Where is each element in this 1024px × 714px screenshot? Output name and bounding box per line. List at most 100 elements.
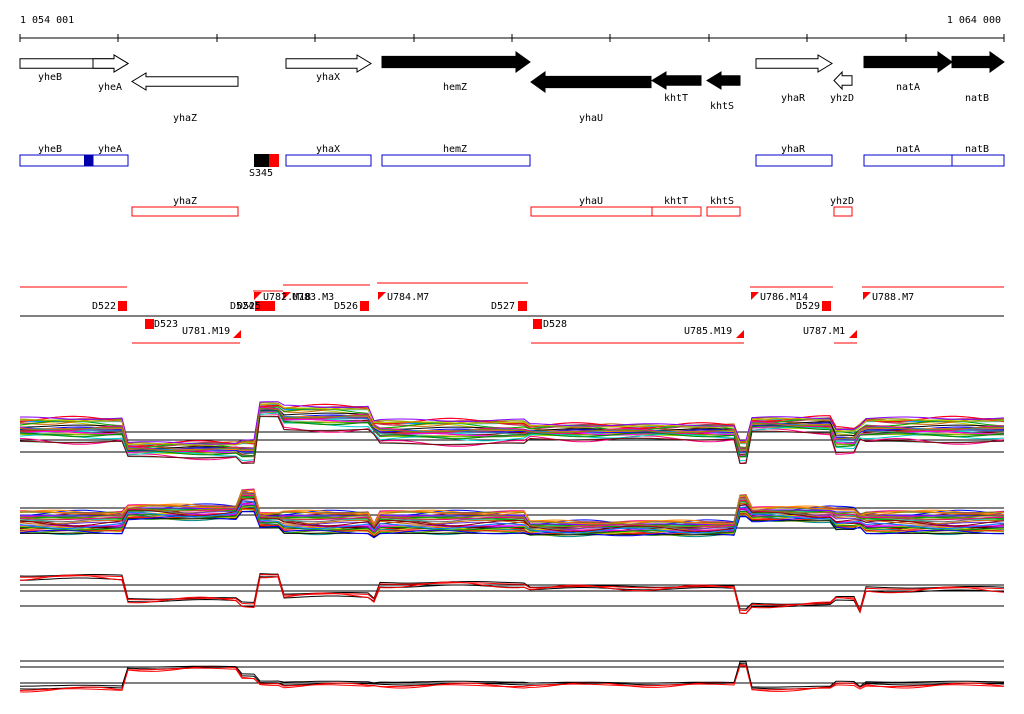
gene-label: yheA <box>98 82 122 93</box>
expression-trace <box>19 407 1005 451</box>
segment-label: D523 <box>154 319 178 330</box>
gene-label: khtT <box>664 93 688 104</box>
expression-trace <box>19 403 1005 447</box>
segment-label: U787.M1 <box>803 326 845 337</box>
expression-trace <box>19 412 1005 462</box>
segment-flag <box>863 292 871 300</box>
feature-box <box>833 206 853 217</box>
expression-trace <box>19 661 1005 688</box>
gene-label: yhzD <box>830 93 854 104</box>
segment-label: U785.M19 <box>684 326 732 337</box>
marker-label: S345 <box>249 168 273 179</box>
gene-arrow <box>863 51 953 73</box>
blue-feature-track: yheB yheA yhaX hemZ yhaR natA natB S345 <box>19 144 1005 179</box>
marker-block <box>269 154 279 167</box>
feature-box <box>381 154 531 167</box>
segment-flag <box>751 292 759 300</box>
expression-panel-summary-a <box>19 573 1005 615</box>
expression-panel-all-conditions-b <box>19 488 1005 539</box>
gene-label: hemZ <box>443 82 467 93</box>
gene-arrow <box>833 70 853 91</box>
expression-panel-summary-b <box>19 660 1005 693</box>
gene-arrow <box>951 51 1005 73</box>
marker-block <box>254 154 269 167</box>
feature-box <box>755 154 833 167</box>
feature-box <box>530 206 702 217</box>
gene-arrow <box>92 54 129 73</box>
gene-label: yhaX <box>316 72 340 83</box>
expression-trace <box>19 665 1005 691</box>
segment-label: D526 <box>334 301 358 312</box>
feature-label: yheB <box>38 144 62 155</box>
segment-label: U786.M14 <box>760 292 808 303</box>
segment-flag <box>736 330 744 338</box>
segment-label: U784.M7 <box>387 292 429 303</box>
end-coordinate: 1 064 000 <box>947 15 1001 26</box>
gene-arrow <box>706 71 741 90</box>
segment-track: D522 D523 U781.M19 D524 D525 U782.M18 U7… <box>20 282 1004 344</box>
feature-box <box>19 154 129 167</box>
feature-box <box>285 154 372 167</box>
feature-label: yhaZ <box>173 196 197 207</box>
segment-marker <box>518 301 527 311</box>
feature-label: natA <box>896 144 920 155</box>
expression-trace <box>19 493 1005 528</box>
segment-marker <box>118 301 127 311</box>
gene-label: yheB <box>38 72 62 83</box>
segment-marker <box>533 319 542 329</box>
expression-trace <box>19 497 1005 532</box>
segment-label: D524 <box>230 301 254 312</box>
segment-label: U781.M19 <box>182 326 230 337</box>
gene-arrow-track <box>19 51 1005 93</box>
gene-label: yhaZ <box>173 113 197 124</box>
start-coordinate: 1 054 001 <box>20 15 74 26</box>
expression-trace <box>19 403 1005 446</box>
expression-trace <box>20 492 1005 528</box>
expression-trace <box>19 415 1005 465</box>
segment-marker <box>360 301 369 311</box>
gene-arrow-labels: yheB yheA yhaZ yhaX hemZ yhaU khtT khtS … <box>38 72 989 124</box>
gene-arrow <box>285 54 372 73</box>
expression-trace <box>19 489 1005 526</box>
segment-label: U782.M18 <box>263 292 311 303</box>
segment-flag <box>849 330 857 338</box>
segment-flag <box>378 292 386 300</box>
gene-arrow <box>131 72 239 91</box>
feature-marker <box>84 155 93 166</box>
gene-arrow <box>530 71 652 93</box>
feature-label: khtS <box>710 196 734 207</box>
red-feature-track: yhaZ yhaU khtT khtS yhzD <box>131 196 854 217</box>
gene-label: natA <box>896 82 920 93</box>
coordinate-ruler: 1 054 001 1 064 000 <box>19 15 1005 42</box>
gene-arrow <box>651 71 702 90</box>
feature-box <box>863 154 1005 167</box>
feature-box <box>706 206 741 217</box>
segment-label: D527 <box>491 301 515 312</box>
gene-label: khtS <box>710 101 734 112</box>
feature-label: hemZ <box>443 144 467 155</box>
segment-label: D525 <box>237 301 261 312</box>
feature-label: natB <box>965 144 989 155</box>
expression-trace <box>19 574 1005 615</box>
gene-arrow <box>755 54 833 73</box>
segment-flag <box>283 292 291 300</box>
segment-marker <box>145 319 154 329</box>
segment-label: D529 <box>796 301 820 312</box>
expression-trace <box>19 410 1005 458</box>
segment-flag <box>233 330 241 338</box>
feature-label: yheA <box>98 144 122 155</box>
gene-arrow <box>381 51 531 73</box>
feature-label: yhaU <box>579 196 603 207</box>
segment-label: D522 <box>92 301 116 312</box>
segment-marker <box>822 301 831 311</box>
gene-label: yhaR <box>781 93 806 104</box>
expression-trace <box>19 576 1005 615</box>
segment-label: D528 <box>543 319 567 330</box>
expression-trace <box>20 401 1005 445</box>
feature-label: khtT <box>664 196 688 207</box>
expression-trace <box>19 501 1005 534</box>
segment-flag <box>254 292 262 300</box>
feature-label: yhzD <box>830 196 854 207</box>
